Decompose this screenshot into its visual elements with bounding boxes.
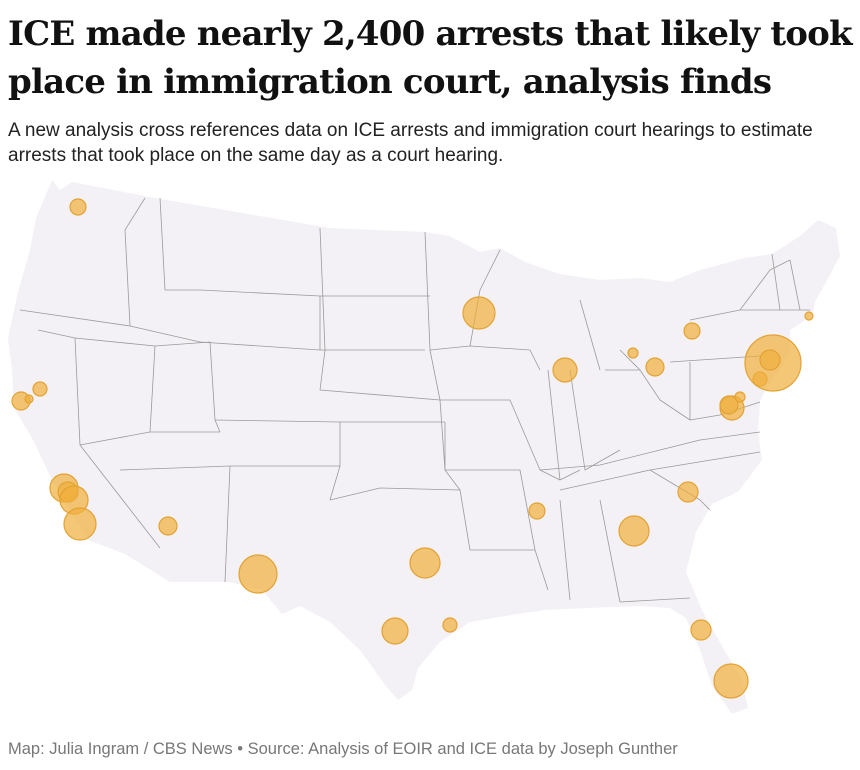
bubble-san-diego	[63, 507, 97, 541]
bubble-atlanta	[618, 515, 650, 547]
us-landmass	[8, 180, 840, 714]
bubble-seattle	[69, 198, 87, 216]
bubble-dallas	[409, 547, 441, 579]
credit-line: Map: Julia Ingram / CBS News • Source: A…	[8, 740, 678, 758]
bubble-baltimore	[719, 395, 739, 415]
bubble-buffalo	[683, 322, 701, 340]
bubble-orlando	[690, 619, 712, 641]
arrest-bubbles	[11, 198, 814, 699]
bubble-el-paso	[238, 554, 278, 594]
bubble-houston	[442, 617, 458, 633]
us-bubble-map	[8, 180, 840, 714]
bubble-detroit	[627, 347, 639, 359]
bubble-boston	[804, 311, 814, 321]
state-borders	[19, 197, 810, 603]
bubble-cleveland	[645, 357, 665, 377]
headline: ICE made nearly 2,400 arrests that likel…	[8, 14, 853, 102]
dek: A new analysis cross references data on …	[8, 120, 813, 166]
bubble-phoenix	[158, 516, 178, 536]
bubble-sacramento	[32, 381, 48, 397]
bubble-san-jose	[24, 394, 34, 404]
bubble-annandale	[734, 391, 746, 403]
bubble-charlotte	[677, 481, 699, 503]
bubble-minneapolis	[462, 296, 496, 330]
bubble-memphis	[528, 502, 546, 520]
bubble-newark	[759, 349, 781, 371]
bubble-chicago	[552, 357, 578, 383]
bubble-miami	[713, 663, 749, 699]
bubble-san-antonio	[381, 617, 409, 645]
